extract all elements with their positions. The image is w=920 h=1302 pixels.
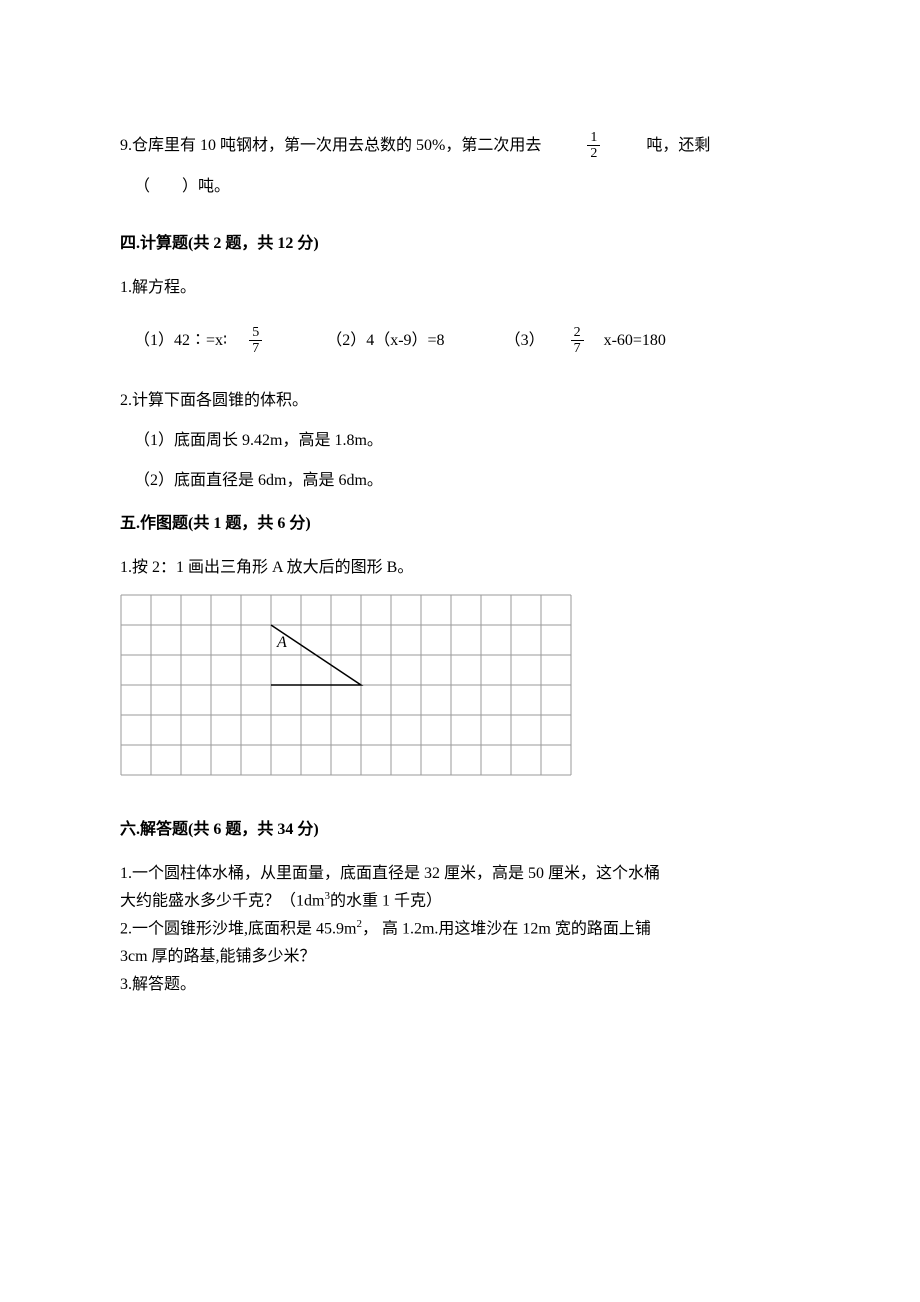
s6-q1b-post: 的水重 1 千克） [330, 892, 442, 909]
s4-q2-lead: 2.计算下面各圆锥的体积。 [120, 388, 802, 414]
s6-q1b: 大约能盛水多少千克？（1dm3的水重 1 千克） [120, 888, 802, 914]
q9-frac-den: 2 [587, 146, 600, 161]
s4-q2-a: （1）底面周长 9.42m，高是 1.8m。 [120, 428, 802, 454]
s4-eq1-num: 5 [249, 325, 262, 341]
s6-q1a: 1.一个圆柱体水桶，从里面量，底面直径是 32 厘米，高是 50 厘米，这个水桶 [120, 861, 802, 887]
s4-q2-b: （2）底面直径是 6dm，高是 6dm。 [120, 468, 802, 494]
s4-q1-lead: 1.解方程。 [120, 275, 802, 301]
s4-eq1-label: （1）42∶=x∶ [134, 328, 227, 354]
s4-eq1-frac: 5 7 [249, 325, 262, 357]
section4-header: 四.计算题(共 2 题，共 12 分) [120, 231, 802, 257]
q9-frac-num: 1 [587, 130, 600, 146]
s4-eq3-den: 7 [571, 341, 584, 356]
s5-grid-container: A [120, 594, 802, 785]
s4-eq3: （3） 2 7 x-60=180 [505, 325, 666, 357]
s4-eq3-label: （3） [505, 328, 545, 354]
s4-eq1: （1）42∶=x∶ 5 7 [134, 325, 266, 357]
s4-eq1-den: 7 [249, 341, 262, 356]
s4-equation-row: （1）42∶=x∶ 5 7 （2）4（x-9）=8 （3） 2 7 x-60=1… [120, 325, 802, 357]
s4-eq3-frac: 2 7 [571, 325, 584, 357]
s4-eq3-num: 2 [571, 325, 584, 341]
s6-q2a-post: ， 高 1.2m.用这堆沙在 12m 宽的路面上铺 [362, 920, 651, 937]
section6-header: 六.解答题(共 6 题，共 34 分) [120, 817, 802, 843]
q9-fraction: 1 2 [587, 130, 600, 162]
s6-q2a-pre: 2.一个圆锥形沙堆,底面积是 45.9m [120, 920, 356, 937]
s6-q2a: 2.一个圆锥形沙堆,底面积是 45.9m2， 高 1.2m.用这堆沙在 12m … [120, 916, 802, 942]
s5-q1: 1.按 2：1 画出三角形 A 放大后的图形 B。 [120, 555, 802, 581]
s4-eq3-tail: x-60=180 [604, 328, 666, 354]
s6-q2b: 3cm 厚的路基,能铺多少米？ [120, 944, 802, 970]
svg-text:A: A [276, 634, 287, 651]
s5-grid-svg: A [120, 594, 572, 776]
s6-q1b-pre: 大约能盛水多少千克？（1dm [120, 892, 324, 909]
s6-q3: 3.解答题。 [120, 972, 802, 998]
q9-text-part2: 吨，还剩 [646, 133, 710, 159]
q9-text-part1: 9.仓库里有 10 吨钢材，第一次用去总数的 50%，第二次用去 [120, 133, 541, 159]
q9-line1: 9.仓库里有 10 吨钢材，第一次用去总数的 50%，第二次用去 1 2 吨，还… [120, 130, 802, 162]
q9-line2: （ ）吨。 [120, 174, 802, 200]
section5-header: 五.作图题(共 1 题，共 6 分) [120, 511, 802, 537]
s4-eq2: （2）4（x-9）=8 [326, 328, 444, 354]
s6-content: 1.一个圆柱体水桶，从里面量，底面直径是 32 厘米，高是 50 厘米，这个水桶… [120, 861, 802, 998]
